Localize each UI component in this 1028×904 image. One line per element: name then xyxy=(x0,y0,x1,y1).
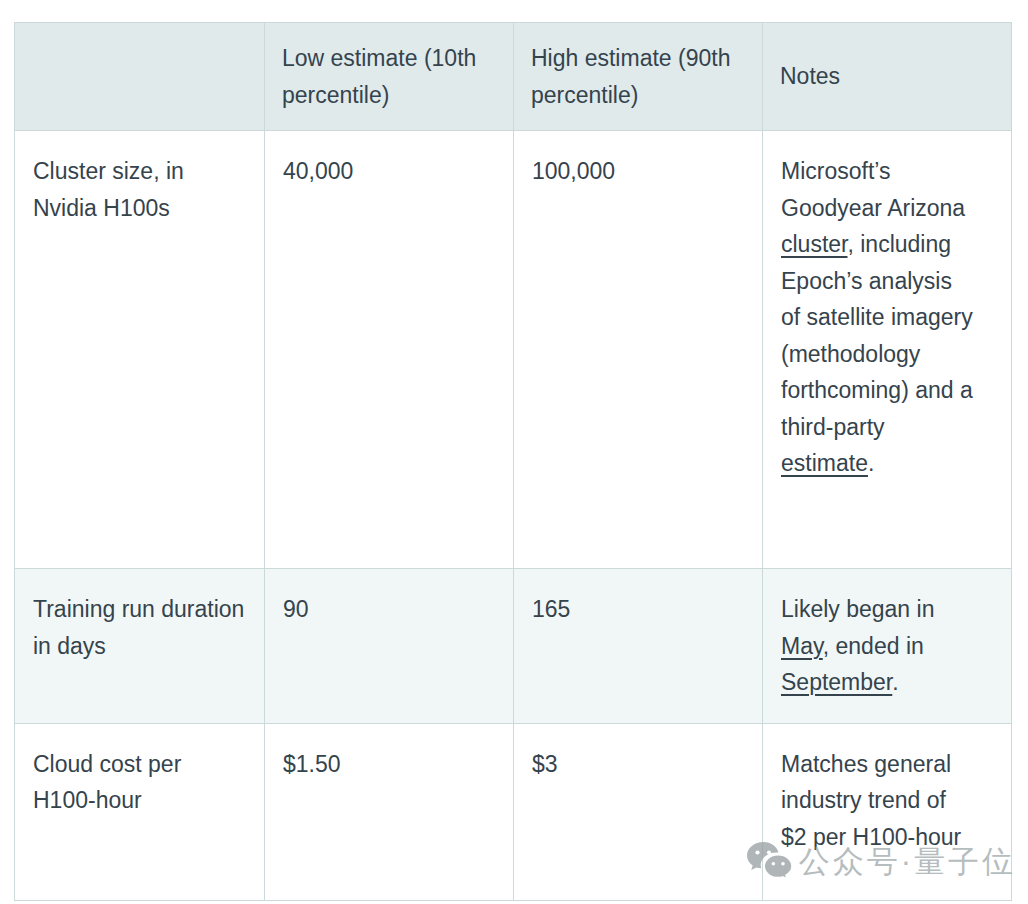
header-notes: Notes xyxy=(763,23,1012,131)
estimates-table: Low estimate (10th percentile) High esti… xyxy=(14,22,1012,901)
cloud-cost-low-value: $1.50 xyxy=(265,723,514,900)
estimate-link[interactable]: estimate xyxy=(781,450,868,476)
table-row-cluster-size: Cluster size, in Nvidia H100s 40,000 100… xyxy=(15,131,1012,569)
cluster-link[interactable]: cluster xyxy=(781,231,847,257)
notes-text: , including Epoch’s analysis of satellit… xyxy=(781,231,973,440)
cluster-size-notes: Microsoft’s Goodyear Arizona cluster, in… xyxy=(763,131,1012,569)
training-duration-high-value: 165 xyxy=(514,569,763,724)
cluster-size-high-value: 100,000 xyxy=(514,131,763,569)
cloud-cost-notes: Matches general industry trend of $2 per… xyxy=(763,723,1012,900)
header-blank xyxy=(15,23,265,131)
notes-text: . xyxy=(868,450,874,476)
table-row-training-duration: Training run duration in days 90 165 Lik… xyxy=(15,569,1012,724)
september-link[interactable]: September xyxy=(781,669,892,695)
notes-text: Microsoft’s Goodyear Arizona xyxy=(781,158,965,221)
notes-text: . xyxy=(892,669,898,695)
row-label-cloud-cost: Cloud cost per H100-hour xyxy=(15,723,265,900)
notes-text: Likely began in xyxy=(781,596,934,622)
may-link[interactable]: May xyxy=(781,633,823,659)
cloud-cost-high-value: $3 xyxy=(514,723,763,900)
page: Low estimate (10th percentile) High esti… xyxy=(0,0,1028,904)
header-high-estimate: High estimate (90th percentile) xyxy=(514,23,763,131)
header-low-estimate: Low estimate (10th percentile) xyxy=(265,23,514,131)
row-label-cluster-size: Cluster size, in Nvidia H100s xyxy=(15,131,265,569)
table-row-cloud-cost: Cloud cost per H100-hour $1.50 $3 Matche… xyxy=(15,723,1012,900)
training-duration-low-value: 90 xyxy=(265,569,514,724)
header-row: Low estimate (10th percentile) High esti… xyxy=(15,23,1012,131)
row-label-training-duration: Training run duration in days xyxy=(15,569,265,724)
notes-text: , ended in xyxy=(823,633,924,659)
cluster-size-low-value: 40,000 xyxy=(265,131,514,569)
notes-text: Matches general industry trend of $2 per… xyxy=(781,751,961,850)
training-duration-notes: Likely began in May, ended in September. xyxy=(763,569,1012,724)
